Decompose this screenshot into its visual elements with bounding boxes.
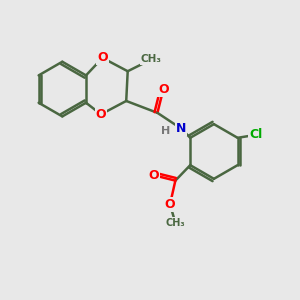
Text: CH₃: CH₃: [166, 218, 185, 228]
Text: O: O: [158, 82, 169, 96]
Text: O: O: [96, 108, 106, 121]
Text: N: N: [176, 122, 186, 135]
Text: O: O: [165, 198, 175, 211]
Text: H: H: [161, 126, 170, 136]
Text: CH₃: CH₃: [141, 54, 162, 64]
Text: O: O: [97, 51, 108, 64]
Text: Cl: Cl: [249, 128, 262, 141]
Text: O: O: [148, 169, 159, 182]
